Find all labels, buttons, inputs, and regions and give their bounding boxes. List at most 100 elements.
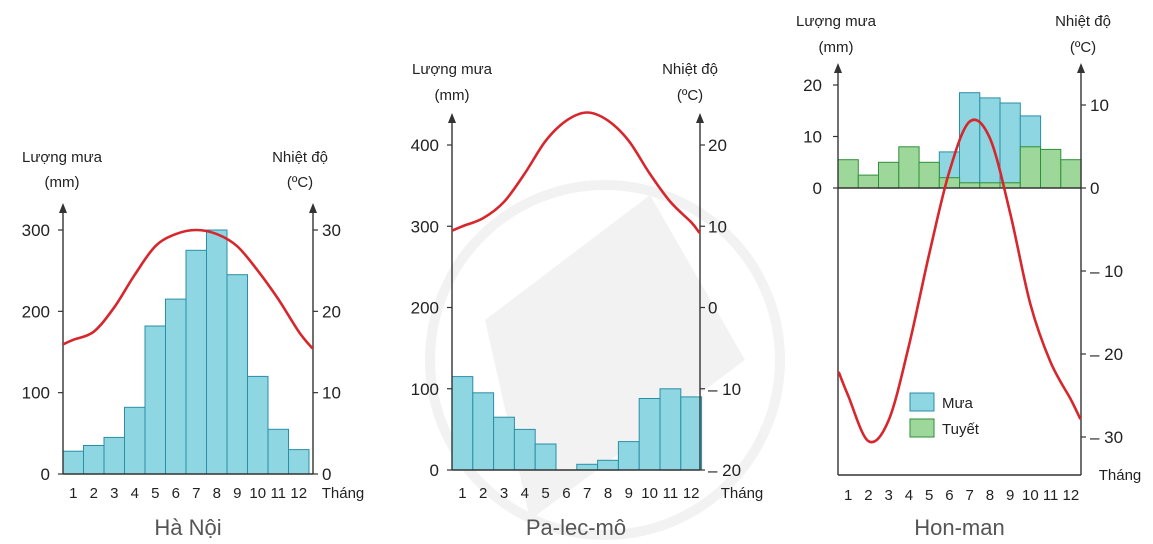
rain-bar-9 <box>226 274 248 475</box>
right-tick-label: 10 <box>708 217 727 236</box>
left-axis-arrow <box>59 203 67 213</box>
month-label: 2 <box>864 487 872 504</box>
month-axis-title: Tháng <box>322 485 365 502</box>
right-axis-arrow <box>696 113 704 123</box>
left-axis-arrow <box>834 63 842 73</box>
left-tick-label: 300 <box>22 221 50 240</box>
month-axis-title: Tháng <box>1099 467 1142 484</box>
month-label: 1 <box>844 487 852 504</box>
rain-bar-11 <box>659 388 682 471</box>
temperature-line <box>837 118 1082 444</box>
month-label: 3 <box>884 487 892 504</box>
snow-bar-2 <box>857 174 880 189</box>
legend-label-rain: Mưa <box>942 395 974 412</box>
right-axis-title: Nhiệt độ <box>272 149 328 166</box>
month-label: 7 <box>965 487 973 504</box>
right-tick-label: 30 <box>322 221 341 240</box>
chart-title: Hà Nội <box>154 515 221 540</box>
temperature-line <box>451 111 701 234</box>
rain-bar-12 <box>288 449 310 475</box>
left-tick-label: 200 <box>22 302 50 321</box>
snow-bar-1 <box>837 159 859 189</box>
left-tick-label: 100 <box>22 384 50 403</box>
snow-bar-10 <box>1019 146 1042 189</box>
right-axis-unit: (ºC) <box>1070 39 1096 56</box>
right-tick-label: – 30 <box>1090 428 1123 447</box>
snow-bar-6 <box>938 177 961 189</box>
rain-bar-3 <box>493 416 515 471</box>
rain-bar-8 <box>597 459 619 471</box>
month-label: 9 <box>233 485 241 502</box>
month-label: 9 <box>1006 487 1014 504</box>
month-label: 11 <box>663 485 679 502</box>
left-axis-arrow <box>448 113 456 123</box>
rain-bar-3 <box>103 436 125 475</box>
month-label: 11 <box>270 485 286 502</box>
month-label: 4 <box>905 487 913 504</box>
month-label: 4 <box>521 485 529 502</box>
rain-bar-5 <box>144 325 166 475</box>
month-label: 12 <box>290 485 307 502</box>
right-axis-arrow <box>1077 63 1085 73</box>
month-label: 8 <box>213 485 221 502</box>
month-label: 1 <box>458 485 466 502</box>
right-axis-unit: (ºC) <box>677 87 703 104</box>
month-label: 2 <box>90 485 98 502</box>
month-label: 6 <box>172 485 180 502</box>
rain-bar-5 <box>534 443 557 471</box>
right-axis-title: Nhiệt độ <box>1055 13 1111 30</box>
rain-bar-2 <box>472 392 495 471</box>
month-label: 8 <box>986 487 994 504</box>
chart-title: Pa-lec-mô <box>526 515 626 540</box>
month-label: 4 <box>131 485 139 502</box>
month-label: 1 <box>69 485 77 502</box>
month-label: 3 <box>500 485 508 502</box>
month-label: 9 <box>625 485 633 502</box>
chart-title: Hon-man <box>914 515 1004 540</box>
rain-bar-11 <box>267 428 289 475</box>
rain-bar-1 <box>451 376 474 471</box>
right-tick-label: 0 <box>1090 179 1099 198</box>
right-tick-label: 20 <box>322 302 341 321</box>
watermark-ring <box>425 180 785 540</box>
right-tick-label: – 20 <box>1090 345 1123 364</box>
rain-bar-10 <box>247 375 269 475</box>
temperature-line <box>62 228 314 350</box>
month-label: 6 <box>562 485 570 502</box>
month-label: 12 <box>1063 487 1080 504</box>
left-tick-label: 200 <box>411 299 439 318</box>
watermark-shape <box>485 195 745 520</box>
rain-bar-7 <box>959 92 981 189</box>
month-label: 5 <box>541 485 549 502</box>
month-label: 11 <box>1043 487 1059 504</box>
rain-bar-1 <box>62 450 84 475</box>
month-axis-title: Tháng <box>721 485 764 502</box>
right-tick-label: – 10 <box>708 380 741 399</box>
left-axis-title: Lượng mưa <box>796 13 877 30</box>
right-tick-label: 0 <box>708 299 717 318</box>
month-label: 5 <box>925 487 933 504</box>
snow-bar-5 <box>918 161 940 189</box>
legend-label-snow: Tuyết <box>942 421 980 438</box>
legend-swatch-snow <box>909 418 935 438</box>
left-tick-label: 400 <box>411 136 439 155</box>
watermark-logo <box>425 180 785 540</box>
month-label: 5 <box>151 485 159 502</box>
month-label: 12 <box>683 485 700 502</box>
left-tick-label: 10 <box>803 128 822 147</box>
right-axis-unit: (ºC) <box>287 174 313 191</box>
left-axis-unit: (mm) <box>435 87 470 104</box>
legend-swatch-rain <box>909 392 935 412</box>
left-tick-label: 20 <box>803 76 822 95</box>
right-axis-arrow <box>309 203 317 213</box>
right-axis-title: Nhiệt độ <box>662 61 718 78</box>
snow-bar-7 <box>959 182 981 189</box>
snow-bar-12 <box>1060 159 1082 189</box>
rain-bar-6 <box>165 298 187 475</box>
left-axis-unit: (mm) <box>819 39 854 56</box>
rain-bar-8 <box>206 229 228 475</box>
